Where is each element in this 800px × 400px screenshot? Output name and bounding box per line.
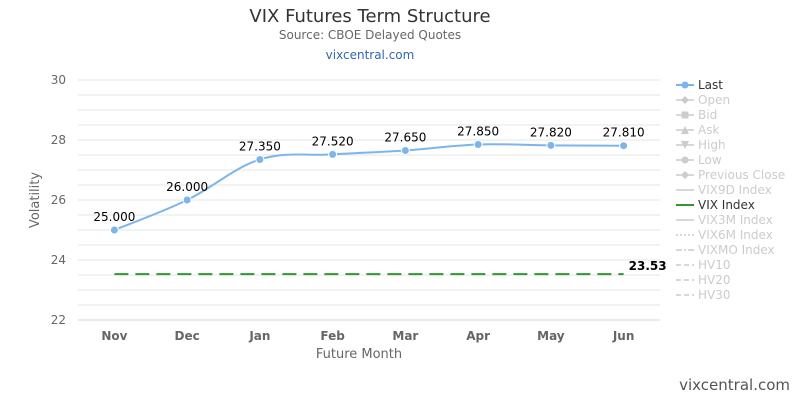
legend: Last Open Bid Ask High Low Previous Close VIX9D… xyxy=(676,77,800,302)
x-tick-label: Dec xyxy=(175,329,200,343)
data-label: 25.000 xyxy=(93,210,135,224)
legend-symbol-icon xyxy=(676,125,694,134)
legend-item[interactable]: VIX9D Index xyxy=(676,182,800,197)
legend-item[interactable]: VIX3M Index xyxy=(676,212,800,227)
last-data-point[interactable] xyxy=(109,225,119,235)
legend-symbol-icon xyxy=(676,293,694,296)
legend-item[interactable]: Low xyxy=(676,152,800,167)
legend-item[interactable]: VIX Index xyxy=(676,197,800,212)
x-tick-label: Feb xyxy=(320,329,345,343)
legend-label: HV30 xyxy=(698,287,731,302)
legend-item[interactable]: Bid xyxy=(676,107,800,122)
legend-symbol-icon xyxy=(676,203,694,206)
x-tick-label: Apr xyxy=(466,329,490,343)
legend-label: VIX6M Index xyxy=(698,227,773,242)
last-data-point[interactable] xyxy=(546,140,556,150)
legend-symbol-icon xyxy=(676,95,694,104)
legend-label: VIXMO Index xyxy=(698,242,775,257)
legend-symbol-icon xyxy=(676,263,694,266)
y-tick-label: 30 xyxy=(51,73,66,87)
legend-symbol-icon xyxy=(676,140,694,149)
legend-symbol-icon xyxy=(676,233,694,236)
last-data-point[interactable] xyxy=(473,140,483,149)
data-label: 27.520 xyxy=(312,134,354,148)
last-data-point[interactable] xyxy=(182,195,192,205)
legend-item[interactable]: High xyxy=(676,137,800,152)
chart-title: VIX Futures Term Structure xyxy=(249,6,491,27)
data-label: 26.000 xyxy=(166,180,208,194)
legend-symbol-icon xyxy=(676,278,694,281)
data-label: 27.850 xyxy=(457,125,499,139)
legend-symbol-icon xyxy=(676,156,694,163)
legend-symbol-icon xyxy=(676,170,694,179)
legend-label: Bid xyxy=(698,107,718,122)
y-axis-title: Volatility xyxy=(28,172,43,228)
y-tick-label: 22 xyxy=(51,313,66,327)
legend-label: HV20 xyxy=(698,272,731,287)
legend-label: Open xyxy=(698,92,731,107)
legend-symbol-icon xyxy=(676,111,694,118)
data-label: 27.350 xyxy=(239,140,281,154)
last-data-point[interactable] xyxy=(328,149,338,159)
legend-label: High xyxy=(698,137,726,152)
x-tick-label: May xyxy=(537,329,565,343)
x-tick-label: Mar xyxy=(392,329,418,343)
legend-symbol-icon xyxy=(676,248,694,251)
legend-item[interactable]: Ask xyxy=(676,122,800,137)
legend-label: Low xyxy=(698,152,722,167)
legend-item[interactable]: VIX6M Index xyxy=(676,227,800,242)
legend-label: Last xyxy=(698,77,723,92)
chart-subtitle: Source: CBOE Delayed Quotes xyxy=(278,28,462,42)
last-data-point[interactable] xyxy=(255,155,265,164)
last-series-line xyxy=(113,143,624,231)
y-tick-label: 26 xyxy=(51,193,66,207)
legend-item[interactable]: HV20 xyxy=(676,272,800,287)
legend-symbol-icon xyxy=(676,188,694,191)
last-data-point[interactable] xyxy=(400,146,410,155)
vix-index-end-label: 23.53 xyxy=(629,259,667,273)
x-tick-label: Nov xyxy=(101,329,127,343)
legend-item[interactable]: HV10 xyxy=(676,257,800,272)
legend-label: VIX Index xyxy=(698,197,755,212)
legend-symbol-icon xyxy=(676,81,694,88)
site-link[interactable]: vixcentral.com xyxy=(325,48,415,62)
legend-item[interactable]: Open xyxy=(676,92,800,107)
legend-item[interactable]: VIXMO Index xyxy=(676,242,800,257)
data-label: 27.650 xyxy=(384,131,426,145)
data-label: 27.810 xyxy=(603,126,645,140)
credit-link[interactable]: vixcentral.com xyxy=(679,376,790,394)
legend-item[interactable]: Last xyxy=(676,77,800,92)
data-label: 27.820 xyxy=(530,125,572,139)
legend-symbol-icon xyxy=(676,218,694,221)
y-tick-label: 24 xyxy=(51,253,66,267)
legend-label: Previous Close xyxy=(698,167,786,182)
legend-item[interactable]: HV30 xyxy=(676,287,800,302)
legend-label: VIX9D Index xyxy=(698,182,772,197)
legend-label: Ask xyxy=(698,122,720,137)
x-tick-label: Jan xyxy=(248,329,270,343)
last-data-point[interactable] xyxy=(619,141,629,151)
x-axis-title: Future Month xyxy=(316,347,402,362)
x-tick-label: Jun xyxy=(612,329,635,343)
y-tick-label: 28 xyxy=(51,133,66,147)
legend-item[interactable]: Previous Close xyxy=(676,167,800,182)
legend-label: VIX3M Index xyxy=(698,212,773,227)
legend-label: HV10 xyxy=(698,257,731,272)
